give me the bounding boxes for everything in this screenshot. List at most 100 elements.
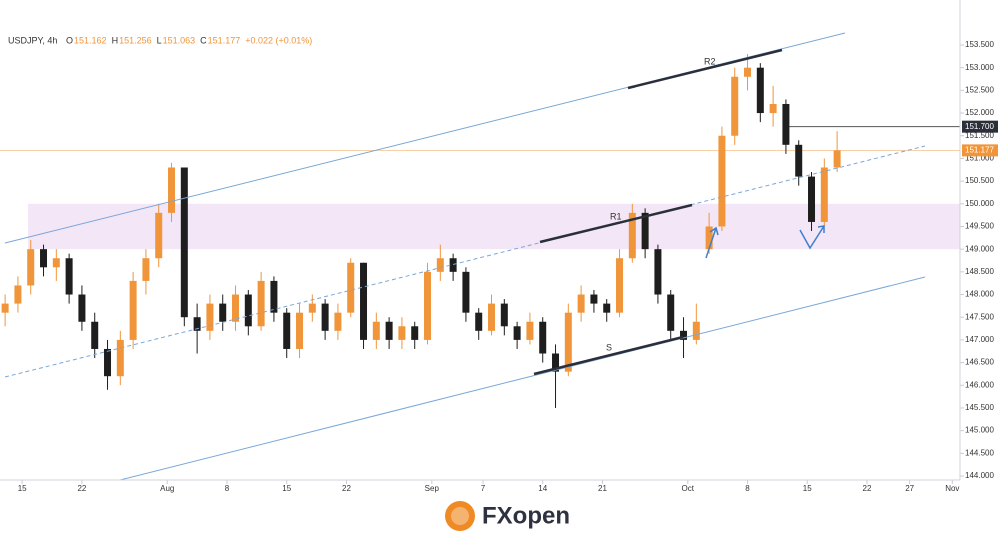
candle-body bbox=[603, 303, 611, 313]
trendline-r1 bbox=[539, 203, 693, 244]
legend-header: USDJPY, 4h O 151.162 H 151.256 L 151.063 C 151.… bbox=[8, 35, 312, 45]
last-price-label: 151.177 bbox=[965, 146, 994, 155]
y-tick-label: 148.500 bbox=[965, 267, 994, 276]
y-tick-label: 151.000 bbox=[965, 154, 994, 163]
candle-body bbox=[475, 312, 483, 331]
logo-icon-inner bbox=[451, 507, 469, 525]
annotation: R2 bbox=[704, 56, 716, 66]
candle-body bbox=[718, 135, 726, 227]
candle-body bbox=[513, 326, 521, 340]
candle-body bbox=[398, 326, 406, 340]
brand: FXopen bbox=[482, 502, 570, 529]
x-tick-label: 8 bbox=[225, 484, 230, 493]
trendline-r2 bbox=[627, 48, 783, 90]
y-tick-label: 151.500 bbox=[965, 131, 994, 140]
plot: 144.000 144.500 145.000 145.500 146.000 146.5… bbox=[0, 40, 998, 493]
arrow bbox=[705, 226, 719, 259]
candle-body bbox=[539, 321, 547, 354]
ohlc-key: C bbox=[200, 35, 207, 45]
y-tick-label: 149.500 bbox=[965, 222, 994, 231]
annotation: R1 bbox=[610, 211, 622, 221]
candle-body bbox=[667, 294, 675, 331]
x-tick-label: 15 bbox=[282, 484, 291, 493]
trendline-s bbox=[533, 335, 684, 376]
candle-body bbox=[795, 144, 803, 177]
candle-body bbox=[180, 167, 188, 318]
last-price-tag bbox=[962, 144, 998, 157]
level-tag bbox=[962, 120, 998, 133]
candle-body bbox=[155, 212, 163, 259]
candle-body bbox=[40, 249, 48, 268]
x-tick-label: 22 bbox=[77, 484, 86, 493]
candle-body bbox=[104, 348, 112, 377]
candle-body bbox=[500, 303, 508, 327]
candle-body bbox=[270, 280, 278, 313]
candle-body bbox=[526, 321, 534, 340]
y-tick-label: 148.000 bbox=[965, 290, 994, 299]
candle-body bbox=[654, 249, 662, 295]
logo: FXopen bbox=[445, 501, 570, 531]
candle-body bbox=[769, 103, 777, 114]
candle-body bbox=[91, 321, 99, 349]
x-tick-label: 7 bbox=[481, 484, 486, 493]
y-tick-label: 147.000 bbox=[965, 335, 994, 344]
symbol: USDJPY, 4h bbox=[8, 35, 57, 45]
candle-body bbox=[744, 67, 752, 77]
candle-body bbox=[372, 321, 380, 340]
candle-body bbox=[283, 312, 291, 349]
y-tick-label: 149.000 bbox=[965, 244, 994, 253]
candle-body bbox=[628, 212, 636, 259]
x-tick-label: 15 bbox=[18, 484, 27, 493]
candle-body bbox=[244, 294, 252, 327]
candle-body bbox=[257, 280, 265, 327]
candle-body bbox=[731, 76, 739, 136]
x-tick-label: Oct bbox=[682, 484, 695, 493]
candle-body bbox=[782, 103, 790, 145]
y-tick-label: 153.000 bbox=[965, 63, 994, 72]
candle-body bbox=[129, 280, 137, 340]
x-tick-label: 8 bbox=[745, 484, 750, 493]
candle-body bbox=[308, 303, 316, 313]
candle-body bbox=[27, 249, 35, 286]
candle-body bbox=[424, 271, 432, 340]
y-tick-label: 146.500 bbox=[965, 358, 994, 367]
y-tick-label: 152.000 bbox=[965, 108, 994, 117]
x-tick-label: 15 bbox=[803, 484, 812, 493]
candle-body bbox=[705, 226, 713, 250]
level-label: 151.700 bbox=[965, 122, 994, 131]
x-tick-label: Nov bbox=[945, 484, 959, 493]
candle-body bbox=[808, 176, 816, 222]
candle-body bbox=[449, 258, 457, 272]
candle-body bbox=[219, 303, 227, 322]
candle-body bbox=[756, 67, 764, 114]
y-tick-label: 150.500 bbox=[965, 176, 994, 185]
candle-body bbox=[820, 167, 828, 222]
candle-body bbox=[552, 353, 560, 372]
candle-body bbox=[590, 294, 598, 304]
candle-body bbox=[385, 321, 393, 340]
candle-body bbox=[488, 303, 496, 331]
ohlc-value: 151.177 bbox=[208, 35, 241, 45]
candle-body bbox=[564, 312, 572, 372]
ohlc-key: O bbox=[66, 35, 73, 45]
ohlc-value: 151.162 bbox=[74, 35, 107, 45]
x-tick-label: 27 bbox=[905, 484, 914, 493]
y-tick-label: 144.000 bbox=[965, 471, 994, 480]
candle-body bbox=[168, 167, 176, 213]
y-tick-label: 152.500 bbox=[965, 85, 994, 94]
candle-body bbox=[78, 294, 86, 322]
candle-body bbox=[193, 317, 201, 331]
ohlc-value: 151.063 bbox=[163, 35, 196, 45]
y-tick-label: 153.500 bbox=[965, 40, 994, 49]
x-tick-label: Aug bbox=[160, 484, 174, 493]
candle-body bbox=[641, 212, 649, 250]
y-tick-label: 146.000 bbox=[965, 380, 994, 389]
arrow bbox=[799, 225, 825, 250]
ohlc-value: 151.256 bbox=[119, 35, 152, 45]
candle-body bbox=[833, 150, 841, 168]
logo-icon bbox=[445, 501, 475, 531]
annotation: S bbox=[606, 342, 612, 352]
